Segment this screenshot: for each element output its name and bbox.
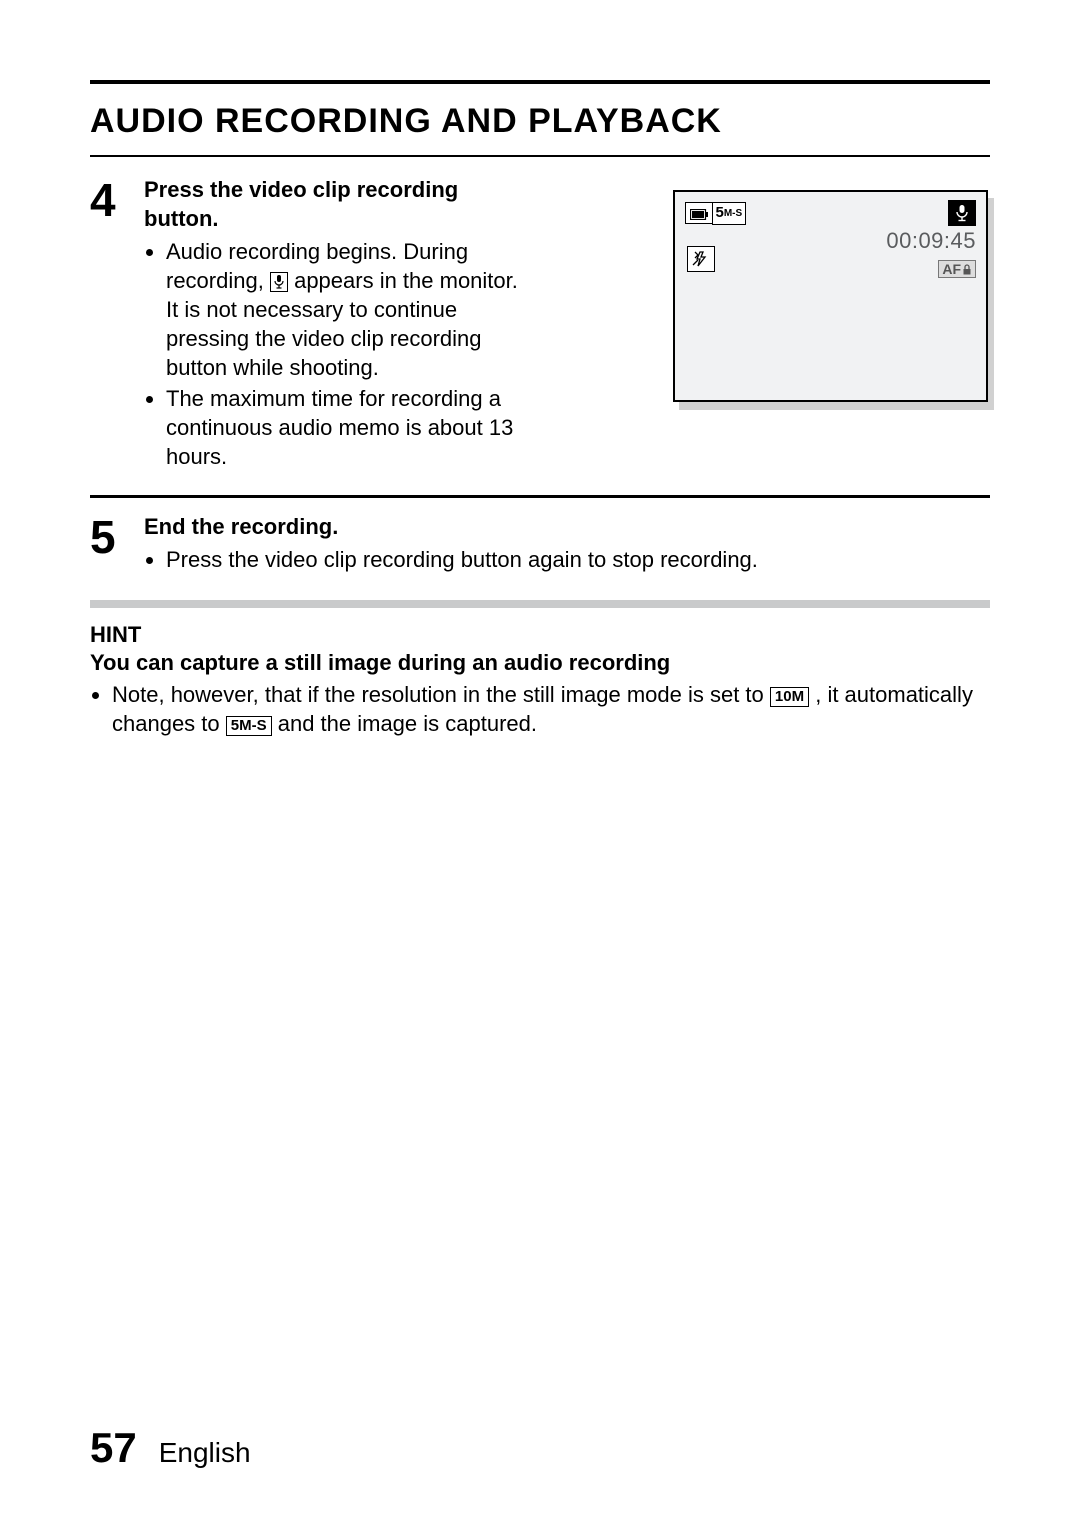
- recording-mic-icon: [948, 200, 976, 226]
- hint-divider: [90, 600, 990, 608]
- top-rule: [90, 80, 990, 84]
- bullet-text: The maximum time for recording a continu…: [166, 386, 513, 469]
- bullet: Audio recording begins. During recording…: [166, 237, 536, 382]
- bullet-cont: It is not necessary to continue pressing…: [166, 297, 482, 380]
- page-footer: 57 English: [90, 1424, 251, 1472]
- hint-label: HINT: [90, 622, 990, 648]
- step-bullets: Audio recording begins. During recording…: [144, 237, 536, 471]
- battery-icon: [690, 209, 708, 220]
- hint-note: Note, however, that if the resolution in…: [112, 680, 990, 738]
- bullet: Press the video clip recording button ag…: [166, 545, 990, 574]
- resolution-5ms-icon: 5M-S: [226, 716, 272, 736]
- title-underline: [90, 155, 990, 157]
- af-lock-icon: AF: [938, 260, 976, 278]
- monitor-timer: 00:09:45: [886, 228, 976, 254]
- hint-text: Note, however, that if the resolution in…: [112, 682, 770, 707]
- mode-suffix: M-S: [724, 208, 742, 219]
- af-label: AF: [942, 261, 961, 277]
- resolution-10m-icon: 10M: [770, 687, 809, 707]
- mode-number: 5: [716, 204, 724, 221]
- monitor-mode-indicator: 5M-S: [685, 202, 746, 225]
- step-heading: End the recording.: [144, 512, 990, 541]
- page-number: 57: [90, 1424, 137, 1472]
- language-label: English: [159, 1437, 251, 1469]
- mic-icon: [270, 272, 288, 292]
- step-number: 5: [90, 512, 128, 560]
- step-number: 4: [90, 175, 128, 223]
- hint-subheading: You can capture a still image during an …: [90, 650, 990, 676]
- hint-body: Note, however, that if the resolution in…: [90, 680, 990, 738]
- step-heading: Press the video clip recording button.: [144, 175, 536, 233]
- step-5: 5 End the recording. Press the video cli…: [90, 512, 990, 576]
- bullet-text: appears in the monitor.: [294, 268, 518, 293]
- manual-page: AUDIO RECORDING AND PLAYBACK 4 Press the…: [0, 0, 1080, 1526]
- monitor-illustration: 5M-S 00:09:45 AF: [673, 190, 988, 402]
- step-content: Press the video clip recording button. A…: [144, 175, 536, 473]
- divider-rule: [90, 495, 990, 498]
- bullet-text: Press the video clip recording button ag…: [166, 547, 758, 572]
- step-content: End the recording. Press the video clip …: [144, 512, 990, 576]
- flash-off-icon: [687, 246, 715, 272]
- step-bullets: Press the video clip recording button ag…: [144, 545, 990, 574]
- page-title: AUDIO RECORDING AND PLAYBACK: [90, 102, 990, 141]
- hint-text: and the image is captured.: [278, 711, 537, 736]
- monitor-screen: 5M-S 00:09:45 AF: [673, 190, 988, 402]
- bullet: The maximum time for recording a continu…: [166, 384, 536, 471]
